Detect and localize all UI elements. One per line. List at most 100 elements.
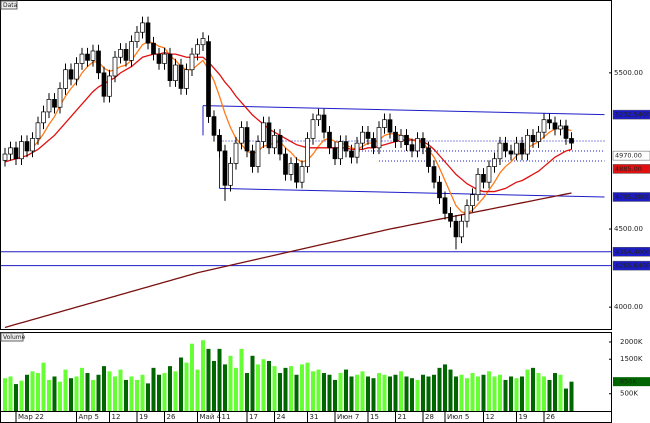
volume-bar [74, 376, 79, 411]
volume-bar [520, 376, 524, 411]
candle-body [514, 142, 519, 155]
volume-bar [382, 374, 387, 411]
candle-body [481, 174, 486, 183]
candle-body [294, 163, 299, 183]
volume-bar [151, 367, 156, 411]
price-tag [612, 260, 650, 271]
volume-bar [327, 374, 332, 411]
volume-bar [245, 373, 249, 411]
price-tag-label: 4970.00 [615, 152, 642, 160]
volume-bar [454, 376, 458, 411]
volume-bar [399, 371, 403, 411]
volume-bar [289, 366, 293, 411]
candle-body [327, 131, 332, 149]
volume-bar [333, 379, 337, 411]
volume-bar [118, 369, 123, 411]
volume-bar [69, 378, 73, 411]
candle-body [563, 125, 569, 139]
candle-body [332, 147, 338, 160]
volume-bar [388, 376, 392, 411]
x-tick-label: 11 [222, 413, 231, 421]
candle-body [145, 22, 151, 44]
volume-bar [41, 362, 46, 411]
candle-body [156, 53, 162, 64]
price-tag [612, 150, 650, 161]
candle-body [90, 50, 96, 61]
candle-body [79, 53, 85, 64]
x-tick-label: 31 [310, 413, 319, 421]
y-tick-label: 4500.00 [614, 225, 643, 233]
candle-body [184, 69, 189, 89]
candle-body [558, 125, 563, 130]
volume-bar [470, 373, 475, 411]
x-tick-label: 17 [249, 413, 258, 421]
volume-bar [448, 369, 453, 411]
volume-bar [14, 384, 18, 411]
price-tag-label: 4705.2800 [615, 193, 650, 201]
volume-bar [536, 373, 541, 411]
volume-bar [190, 343, 194, 411]
candle-body [239, 127, 244, 144]
volume-bar [157, 374, 161, 411]
candle-body [30, 138, 35, 152]
candle-body [415, 138, 420, 152]
candle-body [305, 138, 310, 167]
candle-body [74, 63, 79, 80]
x-tick-label: 26 [546, 413, 555, 421]
candle-body [24, 141, 30, 152]
volume-bar [168, 366, 172, 411]
volume-title-box [0, 332, 24, 342]
volume-bar [371, 378, 376, 411]
volume-bar [135, 379, 139, 411]
volume-bar [393, 374, 398, 411]
x-tick-label: 15 [370, 413, 379, 421]
volume-bar [476, 376, 480, 411]
candle-body [189, 53, 195, 71]
candle-body [321, 114, 327, 133]
candle-body [85, 53, 90, 61]
candle-body [118, 49, 123, 58]
volume-bar [217, 348, 222, 411]
volume-bar [283, 367, 288, 411]
candle-body [365, 131, 371, 139]
candle-body [140, 22, 145, 33]
candle-body [167, 53, 173, 82]
x-tick-label: 26 [167, 413, 176, 421]
volume-tick-label: 500K [620, 390, 638, 398]
candle-body [492, 158, 497, 167]
candle-body [35, 122, 41, 139]
candle-body [272, 134, 277, 149]
volume-bar [234, 367, 238, 411]
x-tick-label: Мар 22 [18, 413, 44, 421]
volume-bar [113, 376, 117, 411]
candle-body [508, 150, 514, 155]
x-tick-label: Апр 5 [79, 413, 100, 421]
volume-bar [173, 371, 178, 411]
x-tick-label: Июл 5 [447, 413, 469, 421]
volume-bar [80, 367, 84, 411]
candle-body [173, 64, 178, 82]
volume-bar [300, 364, 304, 411]
x-tick-label: Май 4 [200, 413, 222, 421]
x-tick-label: 19 [139, 413, 148, 421]
candle-body [19, 141, 24, 160]
volume-bar [498, 374, 502, 411]
y-tick-label: 5500.00 [614, 69, 643, 77]
candle-body [134, 31, 140, 42]
volume-bar [415, 379, 420, 411]
candle-body [2, 153, 8, 161]
candle-body [547, 119, 552, 124]
volume-bar [426, 376, 431, 411]
volume-bar [58, 381, 62, 411]
candle-body [525, 134, 530, 155]
volume-bar [344, 369, 348, 411]
volume-bar [360, 371, 365, 411]
candle-body [552, 122, 558, 130]
candle-body [371, 138, 376, 149]
volume-bar [91, 379, 95, 411]
volume-bar [564, 388, 568, 411]
price-tag [612, 109, 650, 120]
y-tick-label: 4000.00 [614, 303, 643, 311]
volume-bar [322, 373, 326, 411]
